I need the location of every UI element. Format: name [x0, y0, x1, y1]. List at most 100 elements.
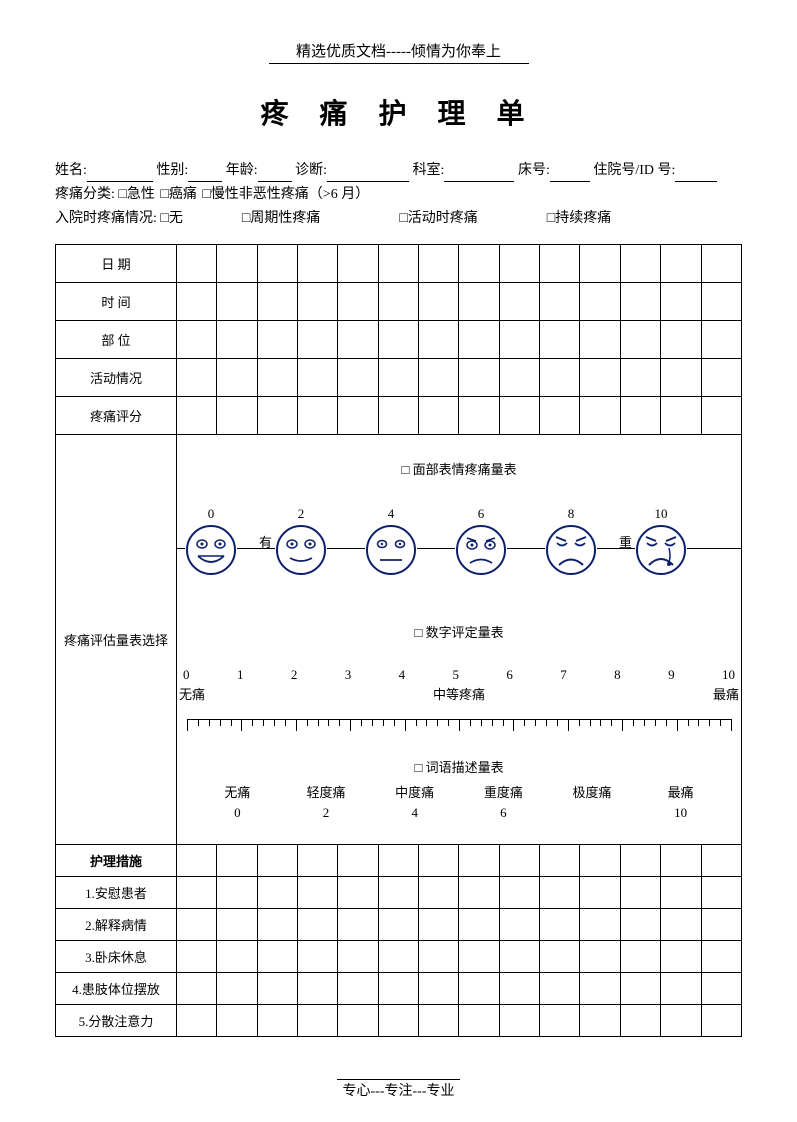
measure-cell[interactable]: [701, 877, 741, 909]
measure-cell[interactable]: [620, 877, 660, 909]
grid-cell[interactable]: [257, 283, 297, 321]
grid-cell[interactable]: [298, 283, 338, 321]
measure-cell[interactable]: [217, 909, 257, 941]
grid-cell[interactable]: [620, 321, 660, 359]
measure-cell[interactable]: [177, 877, 217, 909]
measure-cell[interactable]: [459, 909, 499, 941]
measure-cell[interactable]: [419, 941, 459, 973]
measure-cell[interactable]: [540, 909, 580, 941]
measure-cell[interactable]: [378, 941, 418, 973]
measure-cell[interactable]: [257, 941, 297, 973]
measure-cell[interactable]: [580, 973, 620, 1005]
measure-cell[interactable]: [620, 909, 660, 941]
grid-cell[interactable]: [499, 359, 539, 397]
checkbox-face-scale[interactable]: 面部表情疼痛量表: [177, 459, 741, 478]
checkbox-nrs[interactable]: 数字评定量表: [177, 622, 741, 641]
measure-cell[interactable]: [540, 877, 580, 909]
measure-cell[interactable]: [298, 973, 338, 1005]
grid-cell[interactable]: [499, 321, 539, 359]
grid-cell[interactable]: [177, 283, 217, 321]
measure-cell[interactable]: [378, 909, 418, 941]
grid-cell[interactable]: [540, 397, 580, 435]
measure-cell[interactable]: [338, 1005, 378, 1037]
grid-cell[interactable]: [620, 359, 660, 397]
measure-cell[interactable]: [419, 909, 459, 941]
grid-cell[interactable]: [177, 321, 217, 359]
grid-cell[interactable]: [540, 245, 580, 283]
measure-cell[interactable]: [298, 1005, 338, 1037]
grid-cell[interactable]: [378, 397, 418, 435]
grid-cell[interactable]: [419, 283, 459, 321]
measure-cell[interactable]: [701, 909, 741, 941]
measure-cell[interactable]: [661, 941, 701, 973]
field-name[interactable]: [87, 166, 153, 182]
grid-cell[interactable]: [661, 397, 701, 435]
measure-cell[interactable]: [459, 877, 499, 909]
measure-cell[interactable]: [459, 1005, 499, 1037]
grid-cell[interactable]: [499, 397, 539, 435]
grid-cell[interactable]: [217, 321, 257, 359]
grid-cell[interactable]: [580, 397, 620, 435]
field-age[interactable]: [258, 166, 292, 182]
grid-cell[interactable]: [378, 359, 418, 397]
grid-cell[interactable]: [257, 245, 297, 283]
field-dept[interactable]: [444, 166, 514, 182]
grid-cell[interactable]: [580, 359, 620, 397]
grid-cell[interactable]: [419, 397, 459, 435]
grid-cell[interactable]: [298, 321, 338, 359]
grid-cell[interactable]: [338, 321, 378, 359]
measure-cell[interactable]: [620, 1005, 660, 1037]
checkbox-activity[interactable]: □活动时疼痛: [399, 208, 477, 230]
grid-cell[interactable]: [459, 397, 499, 435]
grid-cell[interactable]: [661, 321, 701, 359]
grid-cell[interactable]: [459, 359, 499, 397]
measure-cell[interactable]: [459, 941, 499, 973]
measure-cell[interactable]: [217, 973, 257, 1005]
grid-cell[interactable]: [257, 321, 297, 359]
measure-cell[interactable]: [217, 877, 257, 909]
grid-cell[interactable]: [540, 321, 580, 359]
grid-cell[interactable]: [378, 245, 418, 283]
grid-cell[interactable]: [540, 359, 580, 397]
measure-cell[interactable]: [338, 877, 378, 909]
checkbox-cancer[interactable]: □癌痛: [160, 184, 196, 206]
grid-cell[interactable]: [378, 283, 418, 321]
grid-cell[interactable]: [459, 283, 499, 321]
grid-cell[interactable]: [620, 283, 660, 321]
measure-cell[interactable]: [257, 909, 297, 941]
measure-cell[interactable]: [499, 877, 539, 909]
measure-cell[interactable]: [419, 1005, 459, 1037]
grid-cell[interactable]: [338, 397, 378, 435]
grid-cell[interactable]: [580, 321, 620, 359]
measure-cell[interactable]: [459, 973, 499, 1005]
measure-cell[interactable]: [177, 941, 217, 973]
grid-cell[interactable]: [177, 397, 217, 435]
measure-cell[interactable]: [701, 941, 741, 973]
measure-cell[interactable]: [419, 877, 459, 909]
grid-cell[interactable]: [701, 245, 741, 283]
measure-cell[interactable]: [298, 877, 338, 909]
grid-cell[interactable]: [257, 359, 297, 397]
grid-cell[interactable]: [459, 321, 499, 359]
measure-cell[interactable]: [661, 909, 701, 941]
grid-cell[interactable]: [661, 359, 701, 397]
grid-cell[interactable]: [499, 283, 539, 321]
grid-cell[interactable]: [419, 359, 459, 397]
measure-cell[interactable]: [338, 909, 378, 941]
measure-cell[interactable]: [257, 973, 297, 1005]
measure-cell[interactable]: [499, 941, 539, 973]
measure-cell[interactable]: [177, 1005, 217, 1037]
grid-cell[interactable]: [701, 397, 741, 435]
grid-cell[interactable]: [257, 397, 297, 435]
grid-cell[interactable]: [580, 245, 620, 283]
field-id[interactable]: [675, 166, 717, 182]
grid-cell[interactable]: [338, 245, 378, 283]
measure-cell[interactable]: [177, 973, 217, 1005]
checkbox-vrs[interactable]: 词语描述量表: [177, 757, 741, 776]
checkbox-acute[interactable]: □急性: [118, 184, 154, 206]
measure-cell[interactable]: [499, 973, 539, 1005]
grid-cell[interactable]: [620, 245, 660, 283]
grid-cell[interactable]: [298, 397, 338, 435]
measure-cell[interactable]: [257, 1005, 297, 1037]
field-sex[interactable]: [188, 166, 222, 182]
